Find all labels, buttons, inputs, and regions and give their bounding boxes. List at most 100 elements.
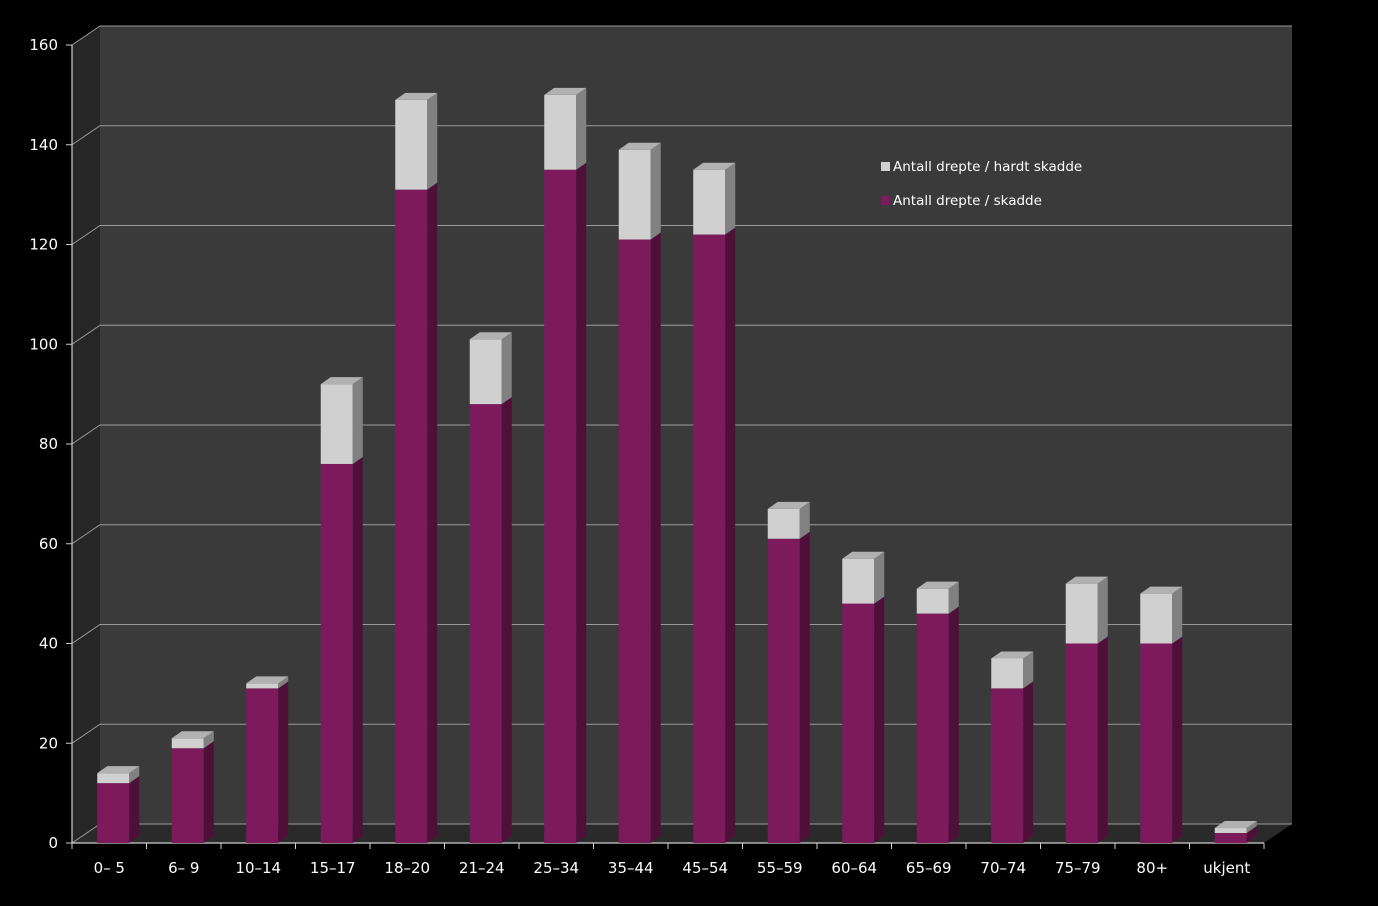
bar-80-side-1 <box>1172 586 1183 644</box>
bar-75-79-side-0 <box>1097 636 1108 843</box>
x-tick-label-0-5: 0– 5 <box>94 859 125 877</box>
gridline-100 <box>71 324 1292 345</box>
bar-21-24-front-0 <box>469 404 502 843</box>
bar-80-skadde <box>1140 636 1183 843</box>
bar-75-79-front-1 <box>1065 583 1098 644</box>
bar-70-74-side-1 <box>1023 651 1034 689</box>
x-tick-label-70-74: 70–74 <box>980 859 1026 877</box>
bar-55-59-side-0 <box>799 531 810 843</box>
bar-21-24-skadde <box>469 397 512 843</box>
y-tick-labels: 0 20 40 60 80 100 120 140 160 <box>29 36 58 852</box>
bar-6-9-side-0 <box>203 741 214 843</box>
bar-70-74-side-0 <box>1023 681 1034 843</box>
bar-0-5-front-0 <box>97 783 130 843</box>
bar-21-24-hardt-skadde <box>469 332 512 405</box>
gridline-60 <box>71 524 1292 545</box>
y-tick-label-60: 60 <box>39 535 58 553</box>
bar-55-59-front-1 <box>767 508 800 539</box>
x-tick-label-21-24: 21–24 <box>459 859 505 877</box>
y-tick-label-20: 20 <box>39 734 58 752</box>
bar-ukjent-front-1 <box>1214 828 1247 834</box>
bar-10-14-top <box>246 676 289 684</box>
y-tick-label-0: 0 <box>48 834 58 852</box>
bar-10-14-front-1 <box>246 683 279 689</box>
bar-80-top <box>1140 586 1183 594</box>
bar-60-64-side-1 <box>874 551 885 604</box>
bar-6-9-front-0 <box>171 748 204 843</box>
bars <box>97 87 1257 843</box>
bar-35-44-front-0 <box>618 239 651 843</box>
x-tick-label-65-69: 65–69 <box>906 859 952 877</box>
bar-ukjent-side-1 <box>1246 821 1257 834</box>
floor <box>72 824 1292 843</box>
gridline-20 <box>71 723 1292 744</box>
bar-55-59-hardt-skadde <box>767 501 810 539</box>
x-tick-label-45-54: 45–54 <box>682 859 728 877</box>
bar-45-54-side-1 <box>725 162 736 235</box>
bar-55-59-front-0 <box>767 538 800 843</box>
x-tick-label-80: 80+ <box>1136 859 1168 877</box>
bar-65-69-side-0 <box>948 606 959 843</box>
bar-60-64-skadde <box>842 596 885 843</box>
bar-65-69-side-1 <box>948 581 959 614</box>
bar-6-9-side-1 <box>203 731 214 749</box>
bar-0-5-top <box>97 766 140 774</box>
legend: Antall drepte / hardt skadde Antall drep… <box>881 159 1082 209</box>
bar-ukjent-front-0 <box>1214 833 1247 843</box>
bar-75-79-skadde <box>1065 636 1108 843</box>
gridline-140 <box>71 125 1292 146</box>
bar-15-17-side-0 <box>352 456 363 843</box>
bar-55-59-side-1 <box>799 501 810 539</box>
x-tick-label-18-20: 18–20 <box>384 859 430 877</box>
x-tick-label-25-34: 25–34 <box>533 859 579 877</box>
bar-65-69-skadde <box>916 606 959 843</box>
bar-ukjent-skadde <box>1214 826 1257 843</box>
bar-75-79-top <box>1065 576 1108 584</box>
y-tick-label-40: 40 <box>39 635 58 653</box>
bar-60-64-front-0 <box>842 603 875 843</box>
bar-35-44-side-1 <box>650 142 661 240</box>
bar-35-44-hardt-skadde <box>618 142 661 240</box>
gridline-120 <box>71 225 1292 245</box>
bar-70-74-hardt-skadde <box>991 651 1034 689</box>
bar-45-54-skadde <box>693 227 736 843</box>
x-tick-label-ukjent: ukjent <box>1203 859 1250 877</box>
bar-0-5-hardt-skadde <box>97 766 140 784</box>
legend-label-skadde: Antall drepte / skadde <box>893 193 1042 209</box>
bar-55-59-top <box>767 501 810 509</box>
bar-25-34-top <box>544 87 587 95</box>
bar-6-9-skadde <box>171 741 214 843</box>
bar-10-14-side-1 <box>278 676 289 689</box>
bar-45-54-hardt-skadde <box>693 162 736 235</box>
bar-18-20-front-1 <box>395 99 428 190</box>
gridline-40 <box>71 624 1292 644</box>
bar-60-64-top <box>842 551 885 559</box>
legend-label-hardt-skadde: Antall drepte / hardt skadde <box>893 159 1082 175</box>
bar-18-20-front-0 <box>395 189 428 843</box>
bar-18-20-side-0 <box>427 182 438 843</box>
bar-45-54-top <box>693 162 736 170</box>
bar-45-54-front-0 <box>693 234 726 843</box>
bar-15-17-hardt-skadde <box>320 377 363 464</box>
bar-0-5-side-1 <box>129 766 140 784</box>
bar-15-17-top <box>320 377 363 385</box>
bar-15-17-side-1 <box>352 377 363 464</box>
x-tick-label-6-9: 6– 9 <box>168 859 199 877</box>
bar-25-34-front-1 <box>544 94 577 170</box>
bar-65-69-front-0 <box>916 613 949 843</box>
y-tick-label-160: 160 <box>29 36 58 54</box>
x-tick-label-15-17: 15–17 <box>310 859 356 877</box>
bar-10-14-side-0 <box>278 681 289 843</box>
bar-45-54-side-0 <box>725 227 736 843</box>
bar-18-20-side-1 <box>427 92 438 190</box>
bar-0-5-side-0 <box>129 776 140 843</box>
y-tick-label-140: 140 <box>29 136 58 154</box>
x-tick-label-75-79: 75–79 <box>1055 859 1101 877</box>
y-tick-label-100: 100 <box>29 335 58 353</box>
bar-21-24-side-0 <box>501 397 512 843</box>
bar-15-17-front-0 <box>320 463 353 843</box>
y-tick-label-80: 80 <box>39 435 58 453</box>
bar-70-74-skadde <box>991 681 1034 843</box>
bar-70-74-front-1 <box>991 658 1024 689</box>
bar-18-20-hardt-skadde <box>395 92 438 190</box>
